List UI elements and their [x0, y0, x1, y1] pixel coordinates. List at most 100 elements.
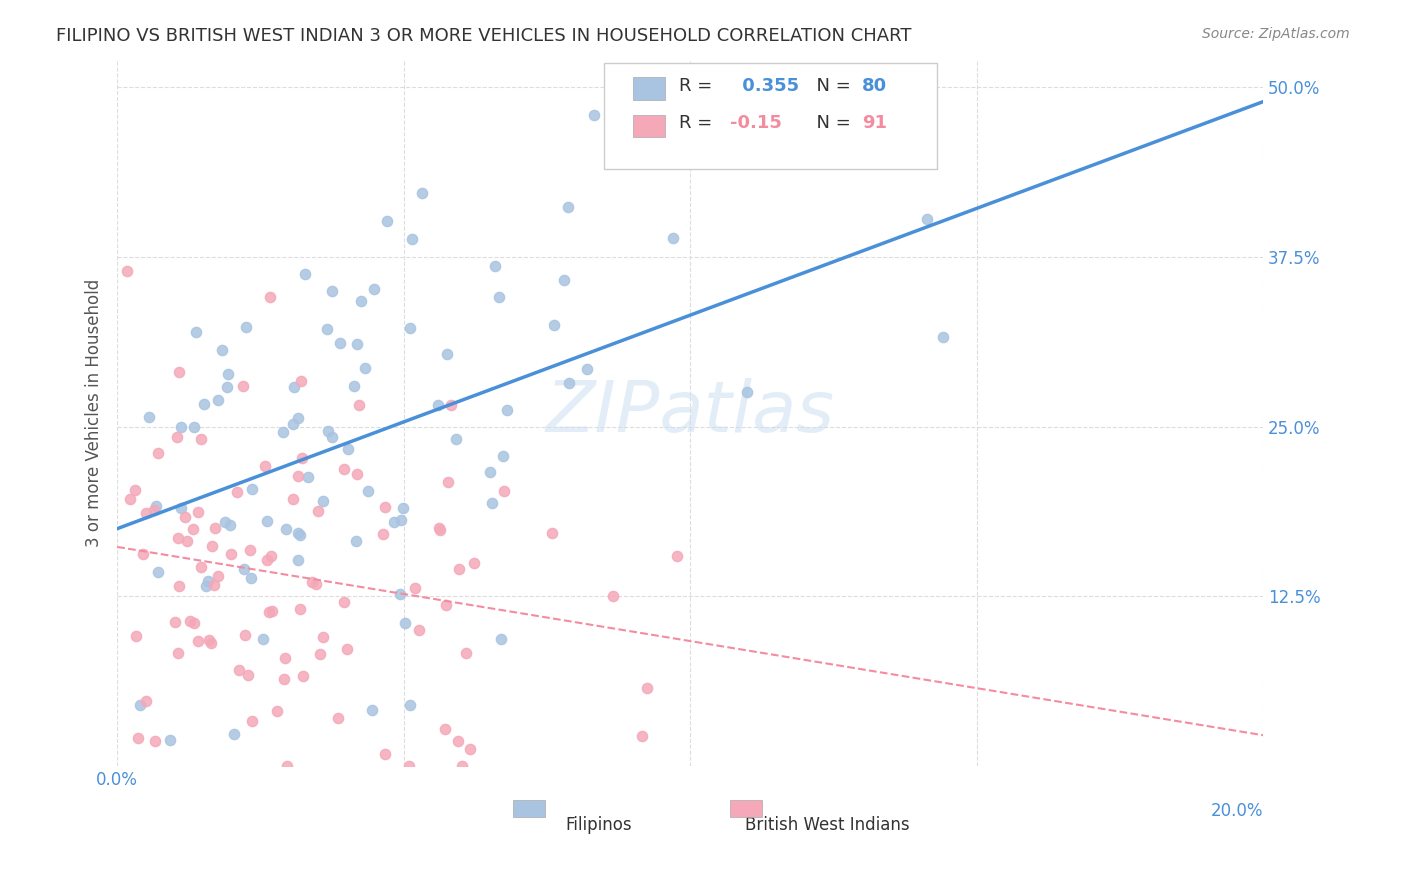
Point — [215, 380, 238, 394]
Point — [146, 565, 169, 579]
Point — [305, 577, 328, 591]
Text: N =: N = — [804, 77, 856, 95]
Text: N =: N = — [804, 114, 856, 132]
Point — [297, 469, 319, 483]
Point — [194, 579, 217, 593]
Y-axis label: 3 or more Vehicles in Household: 3 or more Vehicles in Household — [86, 279, 103, 547]
Point — [266, 704, 288, 718]
Point — [218, 517, 240, 532]
Point — [371, 526, 394, 541]
Point — [374, 500, 396, 514]
Point — [301, 574, 323, 589]
Text: -0.15: -0.15 — [730, 114, 782, 132]
Point — [260, 549, 283, 563]
Point — [259, 290, 281, 304]
Point — [631, 729, 654, 743]
Point — [575, 362, 598, 376]
Point — [447, 562, 470, 576]
Point — [602, 589, 624, 603]
Point — [211, 343, 233, 358]
Point — [408, 624, 430, 638]
Point — [321, 284, 343, 298]
Point — [460, 742, 482, 756]
Point — [200, 636, 222, 650]
Point — [446, 432, 468, 446]
Point — [489, 632, 512, 646]
Point — [915, 212, 938, 227]
Point — [143, 502, 166, 516]
Text: Source: ZipAtlas.com: Source: ZipAtlas.com — [1202, 27, 1350, 41]
Point — [436, 347, 458, 361]
Point — [337, 442, 360, 457]
Point — [333, 462, 356, 476]
Point — [290, 375, 312, 389]
Point — [440, 398, 463, 412]
Point — [357, 484, 380, 499]
Point — [307, 504, 329, 518]
Point — [401, 232, 423, 246]
Point — [342, 378, 364, 392]
Point — [309, 647, 332, 661]
Point — [451, 758, 474, 772]
Point — [138, 409, 160, 424]
Point — [179, 614, 201, 628]
Point — [294, 267, 316, 281]
Point — [349, 398, 371, 412]
Point — [197, 574, 219, 588]
Point — [236, 667, 259, 681]
Point — [115, 264, 138, 278]
Text: Filipinos: Filipinos — [565, 816, 631, 834]
Point — [173, 510, 195, 524]
Point — [434, 722, 457, 736]
Point — [931, 330, 953, 344]
Point — [377, 214, 399, 228]
FancyBboxPatch shape — [605, 63, 936, 169]
Point — [557, 200, 579, 214]
Point — [170, 500, 193, 515]
Point — [427, 520, 450, 534]
Point — [187, 634, 209, 648]
Point — [427, 398, 450, 412]
Point — [207, 393, 229, 408]
Point — [287, 410, 309, 425]
Point — [198, 633, 221, 648]
Text: 91: 91 — [862, 114, 887, 132]
Point — [166, 646, 188, 660]
Point — [399, 321, 422, 335]
Point — [256, 552, 278, 566]
Point — [201, 540, 224, 554]
Point — [181, 522, 204, 536]
Text: R =: R = — [679, 77, 717, 95]
Point — [165, 615, 187, 629]
Point — [287, 525, 309, 540]
Point — [186, 325, 208, 339]
Point — [311, 493, 333, 508]
Point — [553, 273, 575, 287]
Point — [187, 505, 209, 519]
Point — [434, 598, 457, 612]
Point — [437, 475, 460, 489]
Point — [176, 533, 198, 548]
Point — [336, 642, 359, 657]
Point — [257, 605, 280, 619]
FancyBboxPatch shape — [633, 78, 665, 100]
Point — [291, 450, 314, 465]
Point — [146, 446, 169, 460]
Point — [543, 318, 565, 333]
Point — [454, 646, 477, 660]
Point — [166, 531, 188, 545]
Point — [346, 337, 368, 351]
Point — [274, 522, 297, 536]
Point — [350, 294, 373, 309]
Point — [411, 186, 433, 200]
Point — [429, 523, 451, 537]
Point — [127, 731, 149, 746]
Point — [235, 319, 257, 334]
Point — [404, 581, 426, 595]
Point — [226, 484, 249, 499]
Point — [120, 491, 142, 506]
Text: ZIPatlas: ZIPatlas — [546, 378, 835, 448]
Point — [135, 507, 157, 521]
Point — [276, 759, 298, 773]
Point — [287, 469, 309, 483]
